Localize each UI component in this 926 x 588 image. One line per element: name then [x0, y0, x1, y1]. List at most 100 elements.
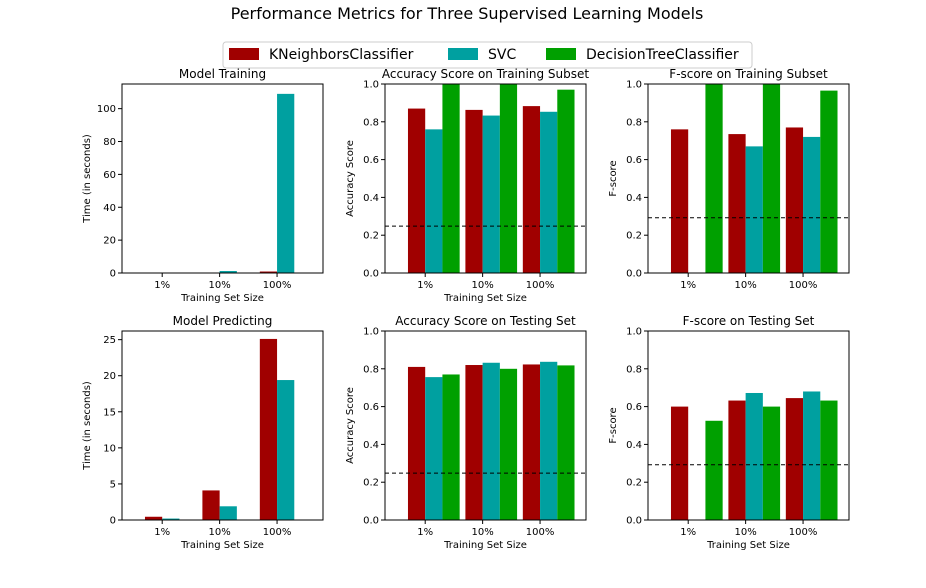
bar-svc-10	[482, 362, 500, 520]
legend-label-kneighbors: KNeighborsClassifier	[269, 47, 414, 63]
y-tick-label: 0.2	[626, 478, 642, 489]
x-tick-label: 1%	[680, 280, 696, 291]
bar-decisiontreeclassifier-1	[705, 420, 723, 520]
y-tick-label: 40	[103, 203, 116, 214]
bar-kneighborsclassifier-1	[407, 366, 426, 520]
y-tick-label: 0.2	[626, 231, 642, 242]
bar-svc-100	[803, 136, 821, 273]
y-tick-label: 0.4	[626, 193, 642, 204]
subplot-title: Accuracy Score on Testing Set	[395, 314, 576, 328]
x-tick-label: 100%	[263, 527, 292, 538]
subplot-title: F-score on Testing Set	[683, 314, 815, 328]
bar-svc-10	[219, 506, 237, 520]
bar-decisiontreeclassifier-1	[442, 84, 460, 273]
subplot-title: Accuracy Score on Training Subset	[382, 67, 589, 81]
y-axis-label: Time (in seconds)	[82, 381, 93, 471]
y-tick-label: 10	[103, 443, 116, 454]
bar-kneighborsclassifier-100	[785, 398, 804, 520]
bar-decisiontreeclassifier-10	[499, 84, 518, 273]
bar-kneighborsclassifier-1	[670, 406, 689, 520]
y-tick-label: 0.2	[363, 478, 379, 489]
y-tick-label: 60	[103, 170, 116, 181]
bar-kneighborsclassifier-10	[465, 109, 483, 273]
legend-frame	[222, 41, 753, 69]
bar-kneighborsclassifier-1	[407, 108, 426, 273]
legend-label-svc: SVC	[488, 47, 516, 63]
y-tick-label: 0.4	[626, 440, 642, 451]
y-tick-label: 20	[103, 371, 116, 382]
y-tick-label: 25	[103, 335, 116, 346]
subplot-model-training: 0 20 40 60 80 100 1% 10% 100% Model Training Train…	[82, 67, 324, 304]
bar-kneighborsclassifier-100	[259, 271, 278, 273]
bar-svc-10	[219, 271, 237, 273]
legend-swatch-decisiontree	[546, 48, 576, 60]
y-tick-label: 0.6	[626, 155, 642, 166]
x-axis-label: Training Set Size	[706, 540, 790, 551]
y-axis-label: F-score	[608, 407, 619, 443]
subplots: 0 20 40 60 80 100 1% 10% 100% Model Training Train…	[82, 67, 850, 551]
y-tick-label: 0.4	[363, 193, 379, 204]
bar-kneighborsclassifier-1	[670, 129, 689, 273]
axes-frame	[647, 83, 850, 274]
y-tick-label: 0.8	[626, 364, 642, 375]
x-tick-label: 10%	[472, 280, 494, 291]
y-tick-label: 20	[103, 236, 116, 247]
x-tick-label: 100%	[789, 527, 818, 538]
y-tick-label: 0.0	[626, 269, 642, 280]
x-tick-label: 1%	[417, 527, 433, 538]
subplot-f-score-on-training-subset: 0.0 0.2 0.4 0.6 0.8 1.0 1% 10% 100% F-score on Tr…	[608, 67, 850, 291]
x-tick-label: 10%	[209, 280, 231, 291]
y-tick-label: 1.0	[363, 80, 379, 91]
bar-kneighborsclassifier-100	[522, 106, 541, 273]
subplot-title: Model Training	[179, 67, 266, 81]
subplot-model-predicting: 0 5 10 15 20 25 1% 10% 100% Model Predicting Train…	[82, 314, 324, 551]
axes-frame	[384, 330, 587, 521]
bar-kneighborsclassifier-10	[728, 400, 746, 520]
bar-kneighborsclassifier-1	[144, 516, 163, 520]
bar-svc-1	[425, 129, 443, 273]
subplot-accuracy-score-on-training-subset: 0.0 0.2 0.4 0.6 0.8 1.0 1% 10% 100% Accuracy Scor…	[345, 67, 589, 304]
legend-swatch-svc	[448, 48, 478, 60]
subplot-accuracy-score-on-testing-set: 0.0 0.2 0.4 0.6 0.8 1.0 1% 10% 100% Accuracy Scor…	[345, 314, 587, 551]
axes-frame	[121, 330, 324, 521]
x-tick-label: 1%	[154, 527, 170, 538]
y-tick-label: 5	[110, 479, 116, 490]
y-tick-label: 1.0	[626, 80, 642, 91]
bar-decisiontreeclassifier-100	[820, 90, 838, 274]
bar-svc-1	[425, 377, 443, 520]
x-axis-label: Training Set Size	[180, 293, 264, 304]
y-axis-label: Time (in seconds)	[82, 134, 93, 224]
bar-decisiontreeclassifier-100	[557, 365, 575, 520]
x-axis-label: Training Set Size	[180, 540, 264, 551]
y-tick-label: 100	[97, 104, 116, 115]
axes-frame	[384, 83, 587, 274]
x-tick-label: 1%	[680, 527, 696, 538]
bar-decisiontreeclassifier-100	[557, 89, 575, 273]
subplot-f-score-on-testing-set: 0.0 0.2 0.4 0.6 0.8 1.0 1% 10% 100% F-score on Te…	[608, 314, 850, 551]
bar-kneighborsclassifier-10	[465, 365, 483, 520]
y-tick-label: 0.6	[363, 155, 379, 166]
y-tick-label: 0.6	[626, 402, 642, 413]
bar-svc-100	[277, 93, 295, 273]
x-axis-label: Training Set Size	[443, 293, 527, 304]
x-tick-label: 100%	[263, 280, 292, 291]
y-tick-label: 0.0	[363, 269, 379, 280]
y-tick-label: 1.0	[626, 327, 642, 338]
x-tick-label: 100%	[526, 280, 555, 291]
legend: KNeighborsClassifier SVC DecisionTreeCla…	[222, 41, 753, 69]
y-tick-label: 0.4	[363, 440, 379, 451]
bar-svc-100	[540, 111, 558, 274]
x-axis-label: Training Set Size	[443, 540, 527, 551]
bar-kneighborsclassifier-100	[259, 338, 278, 520]
y-axis-label: Accuracy Score	[345, 387, 356, 464]
y-tick-label: 80	[103, 137, 116, 148]
y-tick-label: 0.8	[626, 117, 642, 128]
bar-decisiontreeclassifier-10	[762, 84, 781, 273]
legend-label-decisiontree: DecisionTreeClassifier	[586, 47, 739, 63]
bar-svc-100	[803, 391, 821, 520]
y-tick-label: 0	[110, 269, 116, 280]
subplot-title: F-score on Training Subset	[669, 67, 828, 81]
bar-decisiontreeclassifier-1	[442, 374, 460, 520]
axes-frame	[121, 83, 324, 274]
